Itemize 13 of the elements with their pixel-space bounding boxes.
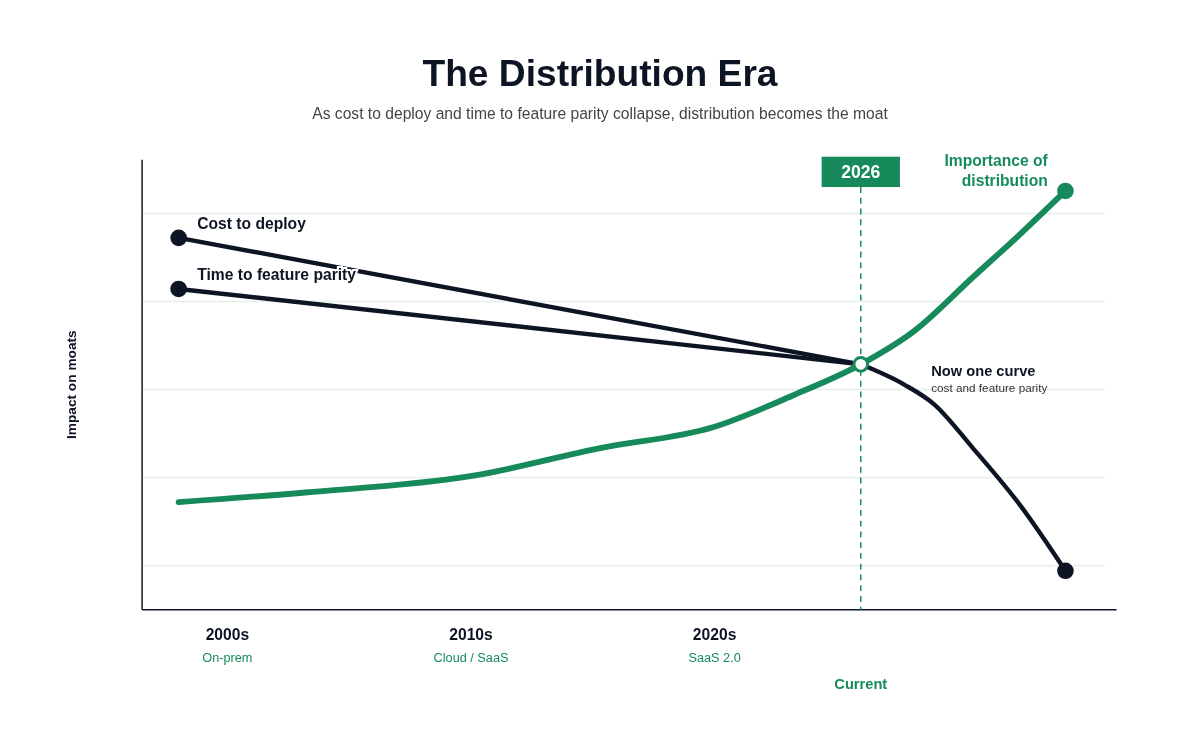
chart-subtitle: As cost to deploy and time to feature parity collapse, distribution becomes the moat xyxy=(312,104,889,122)
ref-line-label: 2026 xyxy=(841,162,881,183)
series-label: Time to feature parity xyxy=(197,266,357,284)
series-label: Now one curve xyxy=(931,363,1036,380)
chart-title: The Distribution Era xyxy=(422,52,778,95)
annotation: cost and feature parity xyxy=(931,380,1048,394)
x-tick-label: 2020s SaaS 2.0 xyxy=(688,626,741,665)
series-label: Importance of distribution xyxy=(944,152,1049,190)
x-tick-label: 2010s Cloud / SaaS xyxy=(433,626,509,665)
series-label: Cost to deploy xyxy=(197,215,307,233)
x-tick-label: 2000s On-prem xyxy=(202,626,253,665)
text: Current xyxy=(834,675,888,692)
y-axis-title: Impact on moats xyxy=(63,329,79,440)
